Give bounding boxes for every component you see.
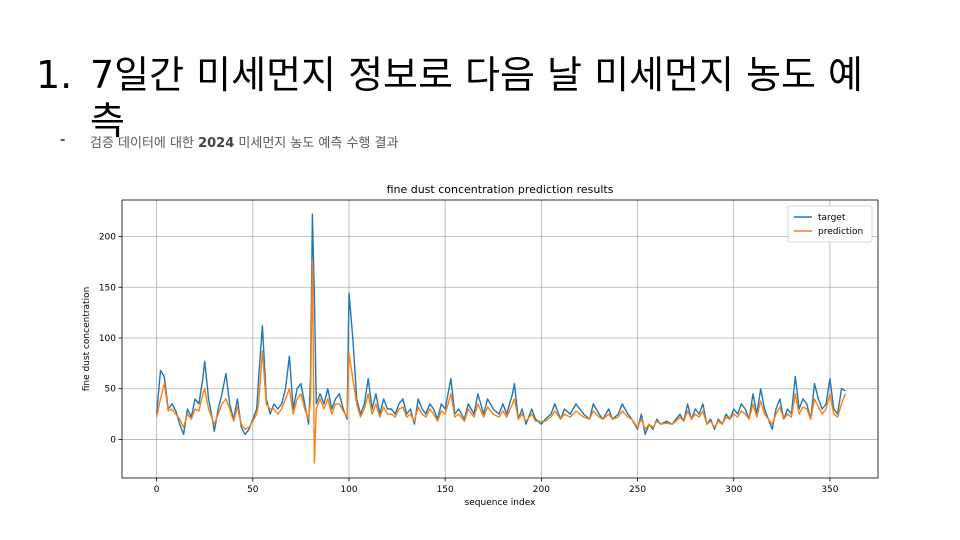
plot-frame xyxy=(121,199,879,479)
bullet-text: 검증 데이터에 대한 2024 미세먼지 농도 예측 수행 결과 xyxy=(90,132,398,151)
chart-ticks: 0 50 100 150 200 250 300 350 0 50 100 150 200 xyxy=(99,233,839,495)
x-tick-label: 300 xyxy=(725,485,742,495)
x-axis-label: sequence index xyxy=(465,498,537,508)
x-tick-label: 350 xyxy=(821,485,838,495)
x-tick-label: 100 xyxy=(340,485,357,495)
bullet-text-pre: 검증 데이터에 대한 xyxy=(90,136,199,151)
x-tick-label: 200 xyxy=(533,485,550,495)
chart-lines xyxy=(155,213,846,464)
legend-label-prediction: prediction xyxy=(818,227,863,237)
y-tick-label: 0 xyxy=(110,435,116,445)
bullet-text-post: 미세먼지 농도 예측 수행 결과 xyxy=(234,136,399,151)
legend-label-target: target xyxy=(818,213,846,223)
bullet-text-year: 2024 xyxy=(198,136,235,151)
chart-title: fine dust concentration prediction resul… xyxy=(387,183,614,196)
y-axis-label: fine dust concentration xyxy=(82,287,92,392)
legend-box xyxy=(787,205,873,243)
y-tick-label: 200 xyxy=(99,233,116,243)
series-line-prediction xyxy=(155,260,846,464)
x-tick-label: 0 xyxy=(154,485,160,495)
x-tick-label: 150 xyxy=(437,485,454,495)
slide-title: 7일간 미세먼지 정보로 다음 날 미세먼지 농도 예측 xyxy=(90,53,863,143)
y-tick-label: 100 xyxy=(99,334,116,344)
x-tick-label: 50 xyxy=(247,485,259,495)
y-tick-label: 50 xyxy=(105,385,117,395)
slide-number: 1. xyxy=(36,53,73,97)
y-tick-label: 150 xyxy=(99,283,116,293)
chart-grid xyxy=(122,200,878,478)
chart-background xyxy=(70,178,890,518)
x-tick-label: 250 xyxy=(629,485,646,495)
bullet-marker: - xyxy=(60,133,66,148)
chart-legend: target prediction xyxy=(787,205,873,243)
series-line-target xyxy=(155,213,846,436)
prediction-chart: 0 50 100 150 200 250 300 350 0 50 100 150 200 fine d… xyxy=(70,178,890,518)
